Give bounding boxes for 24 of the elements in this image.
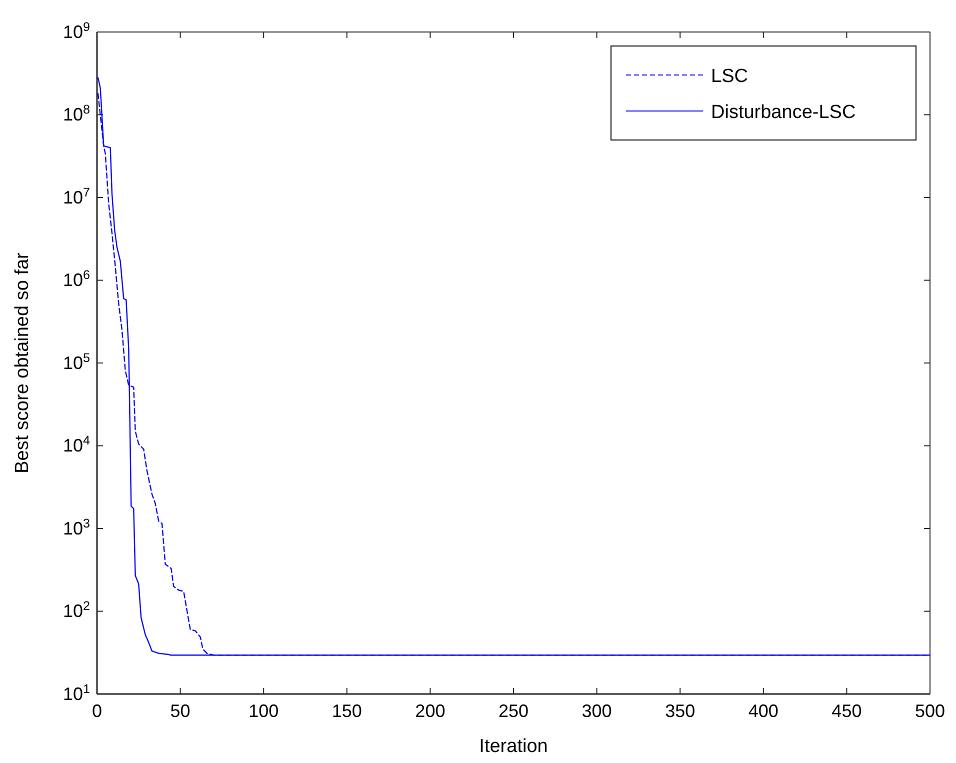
y-tick-label: 10$^{4}$ bbox=[62, 434, 90, 456]
x-tick-label: 350 bbox=[665, 700, 696, 721]
x-tick-label: 0 bbox=[92, 700, 102, 721]
y-tick-label: 10$^{1}$ bbox=[62, 682, 90, 704]
y-tick-label: 10$^{6}$ bbox=[62, 268, 90, 290]
y-tick-label: 10$^{8}$ bbox=[62, 102, 90, 125]
y-axis-title: Best score obtained so far bbox=[12, 252, 33, 474]
y-tick-label: 10$^{5}$ bbox=[62, 350, 90, 373]
x-tick-label: 400 bbox=[748, 700, 778, 721]
x-tick-label: 150 bbox=[332, 700, 362, 721]
x-tick-label: 500 bbox=[914, 700, 946, 721]
x-tick-label: 250 bbox=[498, 700, 529, 721]
y-tick-label: 10$^{2}$ bbox=[62, 599, 90, 622]
x-axis-title: Iteration bbox=[479, 736, 548, 757]
y-tick-label: 10$^{9}$ bbox=[62, 20, 90, 42]
y-tick-label: 10$^{3}$ bbox=[62, 516, 90, 538]
x-tick-label: 50 bbox=[170, 700, 190, 721]
x-tick-label: 450 bbox=[832, 700, 862, 721]
legend-label: Disturbance-LSC bbox=[711, 102, 856, 123]
x-tick-label: 100 bbox=[248, 700, 279, 721]
x-tick-label: 300 bbox=[582, 700, 612, 721]
legend-label: LSC bbox=[711, 66, 748, 87]
x-tick-label: 200 bbox=[415, 700, 446, 721]
y-tick-label: 10$^{7}$ bbox=[62, 185, 90, 208]
